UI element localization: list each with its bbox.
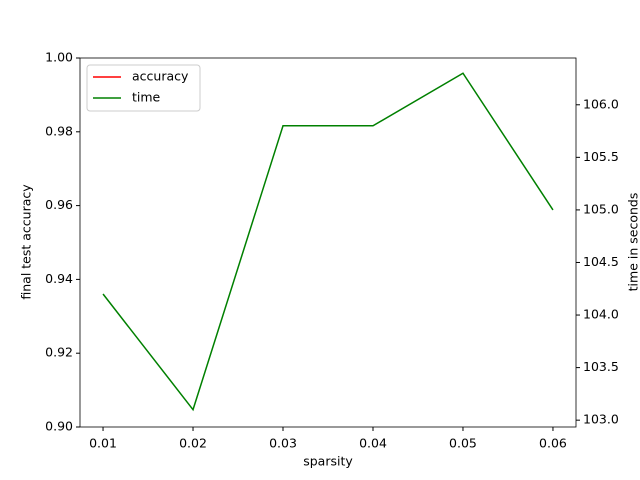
x-axis-label: sparsity bbox=[303, 454, 353, 469]
y2-tick-label: 105.5 bbox=[583, 149, 619, 164]
y2-tick-label: 104.0 bbox=[583, 307, 619, 322]
y-tick-label: 1.00 bbox=[45, 50, 73, 65]
x-tick-label: 0.05 bbox=[449, 436, 477, 451]
line-series bbox=[102, 72, 554, 412]
x-tick-label: 0.01 bbox=[89, 436, 117, 451]
legend-label: accuracy bbox=[132, 69, 189, 84]
y-tick-label: 0.96 bbox=[45, 197, 73, 212]
y2-tick-label: 106.0 bbox=[583, 96, 619, 111]
plot-frame bbox=[79, 57, 577, 428]
y2-tick-label: 104.5 bbox=[583, 254, 619, 269]
y2-tick-label: 105.0 bbox=[583, 201, 619, 216]
x-tick-label: 0.02 bbox=[179, 436, 207, 451]
legend-label: time bbox=[132, 90, 161, 105]
y-tick-label: 0.92 bbox=[45, 345, 73, 360]
y-tick-label: 0.94 bbox=[45, 271, 73, 286]
x-tick-label: 0.06 bbox=[539, 436, 567, 451]
y-tick-label: 0.98 bbox=[45, 123, 73, 138]
y2-axis-label: time in seconds bbox=[626, 193, 640, 292]
y-axis-label: final test accuracy bbox=[19, 184, 34, 300]
y-tick-label: 0.90 bbox=[45, 419, 73, 434]
x-tick-label: 0.04 bbox=[359, 436, 387, 451]
y2-tick-label: 103.5 bbox=[583, 359, 619, 374]
y2-tick-label: 103.0 bbox=[583, 412, 619, 427]
x-tick-label: 0.03 bbox=[269, 436, 297, 451]
